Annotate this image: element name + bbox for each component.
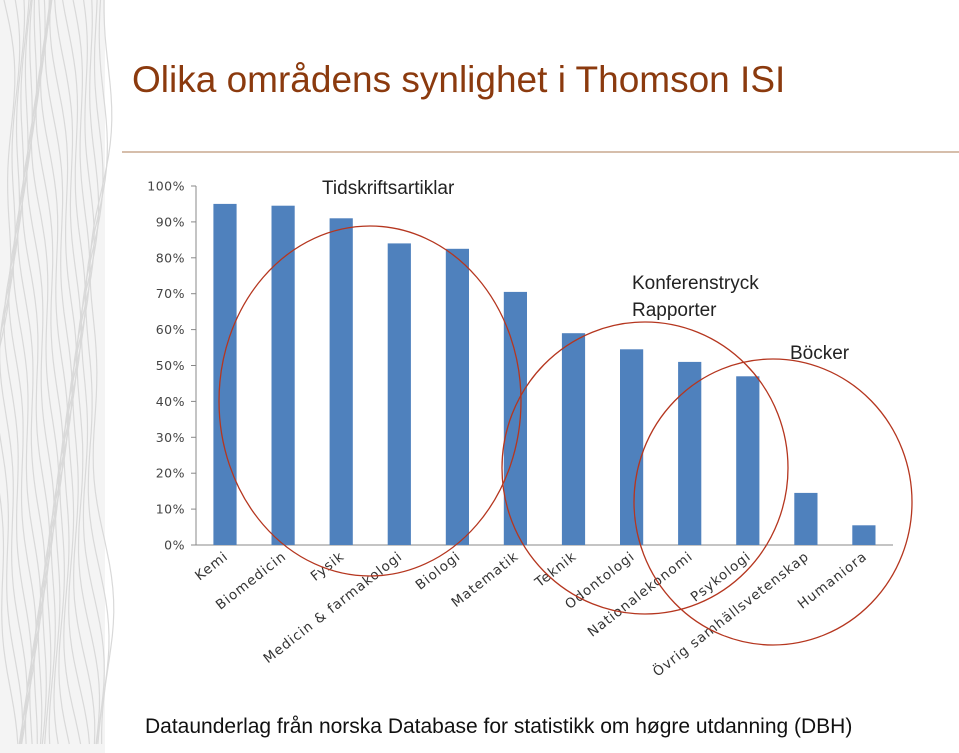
category-label: Biologi	[413, 549, 464, 594]
y-tick-label: 80%	[156, 250, 185, 265]
category-label: Kemi	[192, 549, 231, 585]
y-tick-label: 30%	[156, 430, 185, 445]
bar	[852, 525, 876, 545]
y-tick-label: 70%	[156, 286, 185, 301]
bar	[445, 248, 469, 546]
category-label: Teknik	[531, 549, 580, 592]
annotation-circles	[218, 225, 913, 646]
annotation-conference: Konferenstryck	[632, 273, 759, 294]
bar	[736, 376, 760, 545]
annotation-journal-articles: Tidskriftsartiklar	[322, 178, 455, 199]
slide-footer: Dataunderlag från norska Database for st…	[145, 715, 852, 738]
y-tick-label: 0%	[164, 538, 185, 553]
bar	[271, 205, 295, 545]
annotation-reports: Rapporter	[632, 300, 717, 321]
bar	[678, 361, 702, 545]
bar	[620, 349, 644, 545]
bar	[387, 243, 411, 545]
y-tick-label: 50%	[156, 358, 185, 373]
decorative-wave-strip	[0, 0, 115, 753]
y-tick-label: 10%	[156, 502, 185, 517]
circle-journal-fields	[218, 225, 522, 577]
bar	[213, 203, 237, 545]
bar	[794, 492, 818, 545]
bar	[561, 333, 586, 545]
slide-title: Olika områdens synlighet i Thomson ISI	[132, 59, 785, 100]
y-tick-label: 100%	[147, 179, 185, 194]
y-tick-label: 90%	[156, 214, 185, 229]
y-tick-label: 20%	[156, 466, 185, 481]
category-label: Fysik	[308, 549, 348, 585]
bar	[329, 218, 353, 546]
category-label: Nationalekonomi	[585, 549, 696, 641]
y-tick-label: 40%	[156, 394, 185, 409]
y-tick-label: 60%	[156, 322, 185, 337]
bar-chart: 0% 10% 20% 30% 40% 50% 60% 70% 80% 90% 100% Kemi Bi…	[147, 179, 893, 680]
circle-conference-fields	[501, 321, 789, 615]
circle-book-fields	[633, 358, 913, 646]
bar	[503, 291, 527, 545]
annotation-books: Böcker	[790, 343, 850, 364]
